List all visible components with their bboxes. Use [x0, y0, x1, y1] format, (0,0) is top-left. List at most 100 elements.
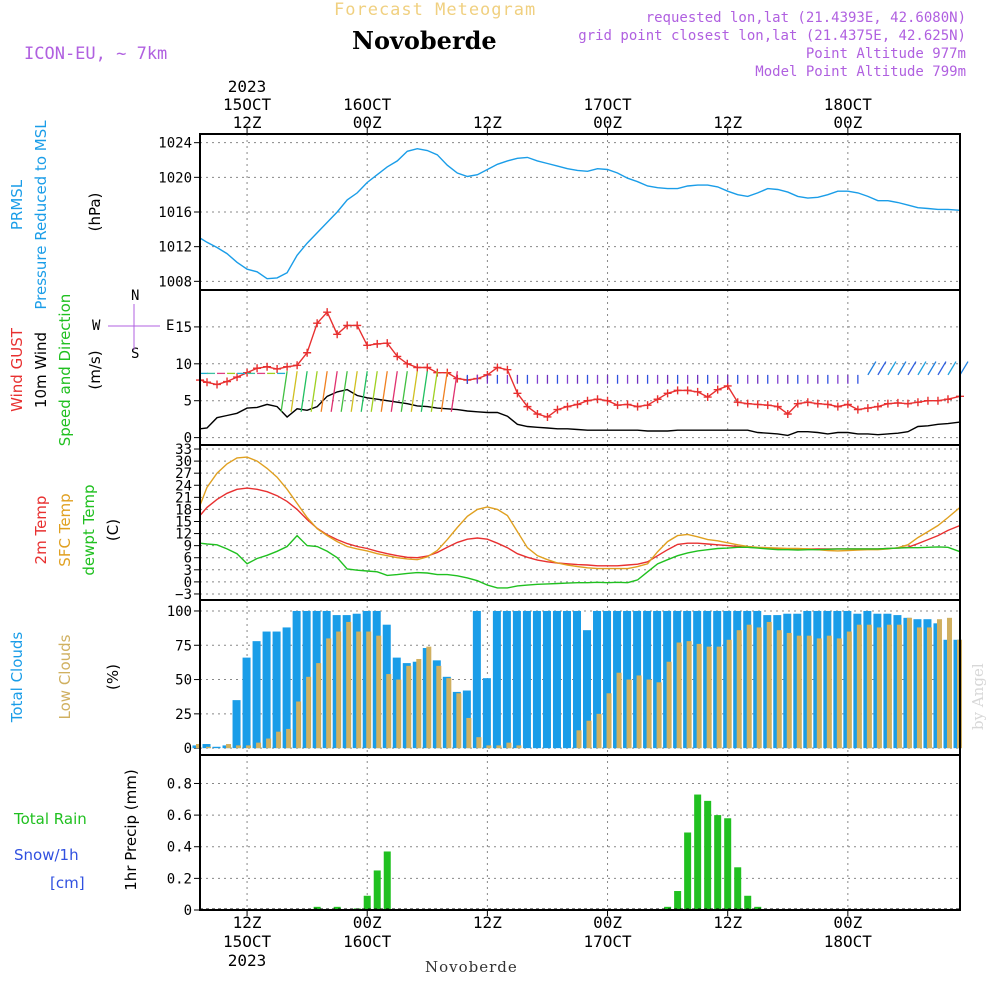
y-tick-label: 24 [175, 478, 192, 494]
label-prmsl: PRMSL [8, 179, 26, 230]
gust-marker [513, 389, 522, 398]
gust-marker [853, 405, 862, 414]
label-dewpt-temp: dewpt Temp [80, 484, 98, 575]
bar-low-clouds [496, 745, 502, 749]
model-altitude: Model Point Altitude 799m [755, 64, 966, 80]
gust-marker [383, 339, 392, 348]
gust-marker [763, 401, 772, 410]
time-label-bottom: 12Z [473, 913, 502, 932]
wind-direction-arrow [400, 371, 408, 412]
gust-marker [773, 402, 782, 411]
bar-low-clouds [486, 745, 492, 749]
series-line-dewpoint [199, 534, 961, 589]
label-10m-wind: 10m Wind [32, 332, 50, 408]
bar-low-clouds [786, 632, 792, 749]
y-tick-label: 15 [175, 320, 192, 336]
bar-low-clouds [286, 728, 292, 749]
wind-direction-arrow [959, 361, 969, 376]
label-sfc-temp: SFC Temp [56, 493, 74, 566]
gust-marker [493, 363, 502, 372]
wind-direction-arrow [360, 371, 368, 412]
bar-total-clouds [502, 610, 511, 749]
time-label-bottom: 16OCT [343, 932, 392, 951]
time-label-top: 12Z [473, 113, 502, 132]
bar-low-clouds [466, 717, 472, 749]
wind-direction-arrow [370, 371, 378, 412]
gust-marker [393, 352, 402, 361]
gust-marker [913, 398, 922, 407]
time-label-bottom: 12Z [233, 913, 262, 932]
bar-low-clouds [806, 635, 812, 749]
bar-low-clouds [866, 624, 872, 749]
y-tick-label: 18 [175, 502, 192, 518]
wind-direction-arrow [290, 371, 298, 412]
y-tick-label: 15 [175, 514, 192, 530]
y-tick-label: 0 [184, 431, 192, 447]
time-label-top: 12Z [233, 113, 262, 132]
gust-marker [543, 412, 552, 421]
bar-total-clouds [542, 610, 551, 749]
y-tick-label: 0.2 [167, 871, 192, 887]
gust-marker [643, 401, 652, 410]
bar-low-clouds [436, 665, 442, 749]
gust-marker [923, 396, 932, 405]
gust-marker [333, 330, 342, 339]
label-wind-gust: Wind GUST [8, 327, 26, 412]
bar-low-clouds [296, 701, 302, 749]
bar-low-clouds [616, 672, 622, 749]
bar-low-clouds [656, 682, 662, 749]
wind-direction-arrow [440, 371, 448, 412]
bar-rain [383, 851, 391, 910]
wind-direction-arrow [937, 361, 947, 376]
station-name: Novoberde [352, 26, 497, 55]
y-tick-label: 1016 [158, 205, 192, 221]
y-tick-label: 27 [175, 466, 192, 482]
time-label-top: 00Z [353, 113, 382, 132]
bar-low-clouds [896, 624, 902, 749]
footer-station-name: Novoberde [425, 958, 518, 976]
gust-marker [623, 400, 632, 409]
wind-direction-arrow [390, 371, 398, 412]
time-label-bottom: 18OCT [824, 932, 873, 951]
panel-frame-temperature [199, 444, 961, 601]
gust-marker [813, 399, 822, 408]
bar-low-clouds [256, 742, 262, 749]
gust-marker [823, 400, 832, 409]
bar-total-clouds [272, 631, 281, 749]
bar-total-clouds [232, 700, 241, 749]
time-label-bottom: 00Z [353, 913, 382, 932]
bar-low-clouds [836, 638, 842, 749]
gust-marker [233, 373, 242, 382]
bar-low-clouds [676, 642, 682, 749]
gust-marker [243, 368, 252, 377]
gust-marker [263, 362, 272, 371]
bar-low-clouds [636, 675, 642, 749]
bar-total-clouds [472, 610, 481, 749]
bar-low-clouds [246, 745, 252, 749]
gust-marker [413, 363, 422, 372]
gust-marker [253, 364, 262, 373]
compass-n: N [131, 288, 139, 304]
series-line-temp2m [199, 487, 961, 567]
gust-marker [213, 380, 222, 389]
bar-low-clouds [276, 731, 282, 749]
label-speed-direction: Speed and Direction [56, 294, 74, 447]
panel-frame-precip [199, 754, 961, 911]
gust-marker [553, 405, 562, 414]
gust-marker [533, 410, 542, 418]
wind-direction-arrow [310, 371, 318, 412]
gust-marker [583, 396, 592, 405]
gust-marker [303, 348, 312, 357]
bar-low-clouds [506, 742, 512, 749]
time-label-top: 16OCT [343, 95, 392, 114]
bar-total-clouds [562, 610, 571, 749]
bar-low-clouds [346, 621, 352, 749]
label-percent: (%) [104, 664, 122, 690]
y-tick-label: 50 [175, 673, 192, 689]
gust-marker [683, 386, 692, 395]
time-label-bottom: 2023 [228, 951, 267, 970]
gust-marker [573, 400, 582, 409]
bar-low-clouds [746, 624, 752, 749]
series-line-wind10m [199, 388, 961, 437]
